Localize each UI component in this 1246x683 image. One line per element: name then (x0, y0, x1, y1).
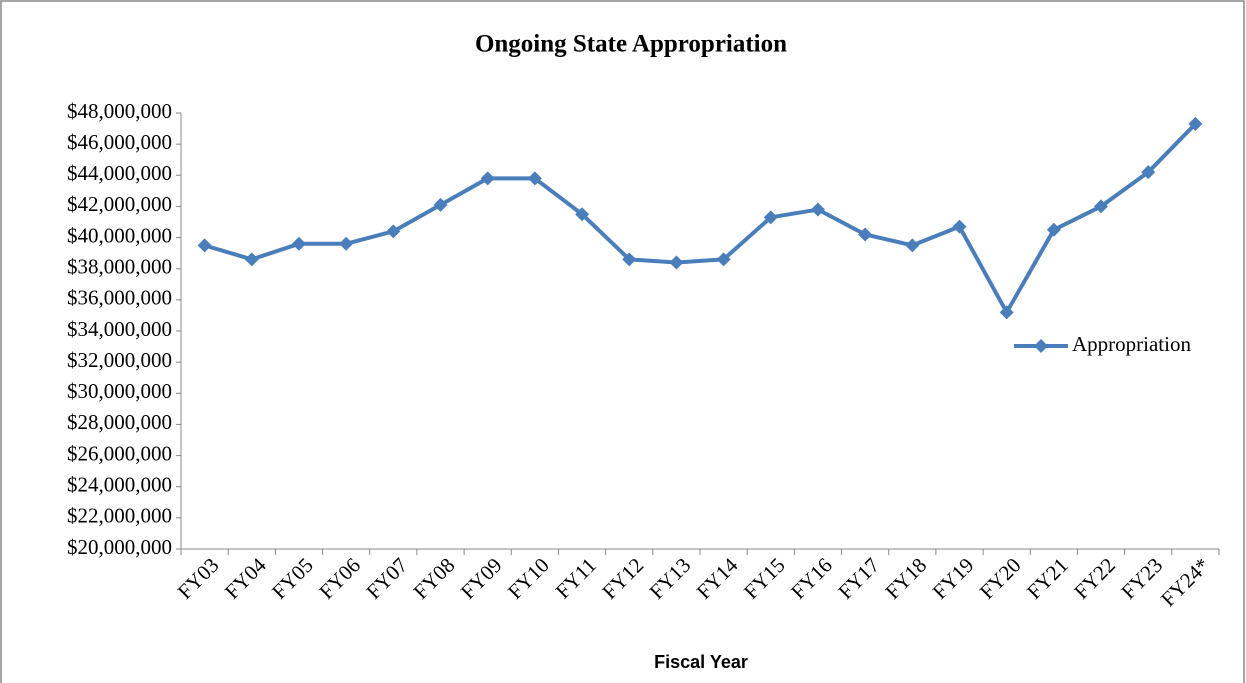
point-marker (575, 207, 590, 222)
y-tick-label: $22,000,000 (67, 504, 172, 528)
point-marker (622, 252, 637, 267)
y-tick-label: $30,000,000 (67, 379, 172, 403)
legend-label: Appropriation (1072, 332, 1191, 356)
point-marker (763, 210, 778, 225)
point-marker (291, 236, 306, 251)
y-tick-label: $36,000,000 (67, 286, 172, 310)
point-marker (905, 238, 920, 253)
point-marker (480, 171, 495, 186)
y-tick-label: $28,000,000 (67, 410, 172, 434)
point-marker (810, 202, 825, 217)
series-line (204, 122, 1197, 315)
y-tick-label: $48,000,000 (67, 99, 172, 123)
y-tick-label: $20,000,000 (67, 535, 172, 559)
point-marker (1094, 199, 1109, 214)
point-marker (669, 255, 684, 270)
y-tick-label: $32,000,000 (67, 348, 172, 372)
point-marker (339, 236, 354, 251)
y-tick-label: $40,000,000 (67, 223, 172, 247)
y-tick-label: $34,000,000 (67, 317, 172, 341)
x-axis-label: Fiscal Year (654, 652, 748, 672)
point-marker (197, 238, 212, 253)
point-marker (858, 227, 873, 242)
point-marker (1141, 165, 1156, 180)
legend-marker (1034, 339, 1048, 353)
point-marker (1188, 116, 1203, 131)
point-marker (433, 197, 448, 212)
y-tick-label: $24,000,000 (67, 473, 172, 497)
point-marker (716, 252, 731, 267)
point-marker (952, 219, 967, 234)
y-tick-label: $44,000,000 (67, 161, 172, 185)
point-marker (1046, 222, 1061, 237)
point-marker (527, 171, 542, 186)
y-tick-label: $42,000,000 (67, 192, 172, 216)
chart-title: Ongoing State Appropriation (475, 31, 787, 58)
point-marker (999, 305, 1014, 320)
point-marker (244, 252, 259, 267)
y-tick-label: $38,000,000 (67, 255, 172, 279)
y-tick-label: $26,000,000 (67, 441, 172, 465)
y-tick-label: $46,000,000 (67, 130, 172, 154)
point-marker (386, 224, 401, 239)
